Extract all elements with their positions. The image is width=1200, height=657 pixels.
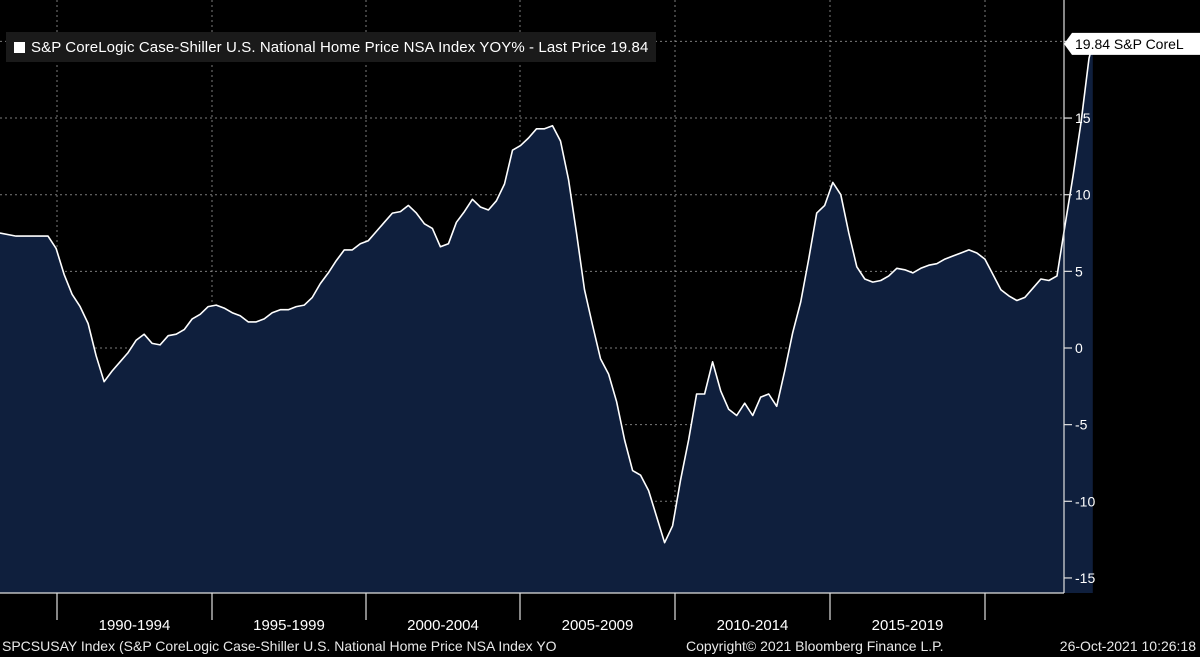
y-tick-label: -10 xyxy=(1075,493,1095,509)
y-tick-label: 5 xyxy=(1075,263,1083,279)
y-tick-label: -15 xyxy=(1075,570,1095,586)
last-value-label: 19.84 S&P CoreL xyxy=(1075,36,1184,52)
footer-copyright: Copyright© 2021 Bloomberg Finance L.P. xyxy=(686,638,944,654)
last-value-tag-bg xyxy=(1064,32,1200,55)
x-tick-label: 2000-2004 xyxy=(407,617,479,634)
y-tick-label: 10 xyxy=(1075,187,1091,203)
footer-timestamp: 26-Oct-2021 10:26:18 xyxy=(1059,638,1196,654)
x-tick-label: 2010-2014 xyxy=(717,617,789,634)
legend-text: S&P CoreLogic Case-Shiller U.S. National… xyxy=(31,38,649,56)
x-tick-label: 2005-2009 xyxy=(562,617,634,634)
y-tick-label: -5 xyxy=(1075,417,1088,433)
x-tick-label: 1995-1999 xyxy=(253,617,325,634)
x-axis: 1990-1994 1995-1999 2000-2004 2005-2009 2010… xyxy=(0,592,1064,634)
legend-swatch xyxy=(14,41,25,53)
y-axis: 15 10 5 0 -5 -10 -15 xyxy=(1063,0,1095,593)
footer-bar: SPCSUSAY Index (S&P CoreLogic Case-Shill… xyxy=(0,636,1200,657)
series-area-fill xyxy=(0,43,1093,593)
series-line xyxy=(0,43,1094,544)
y-tick-label: 0 xyxy=(1075,340,1083,356)
y-tick-label: 15 xyxy=(1075,110,1091,126)
chart-legend: S&P CoreLogic Case-Shiller U.S. National… xyxy=(6,32,657,62)
x-tick-label: 2015-2019 xyxy=(872,617,944,634)
x-tick-label: 1990-1994 xyxy=(99,617,171,634)
last-value-tag: 19.84 S&P CoreL xyxy=(1064,32,1200,55)
footer-ticker: SPCSUSAY Index (S&P CoreLogic Case-Shill… xyxy=(2,638,557,654)
